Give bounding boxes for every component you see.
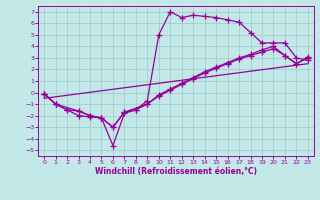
X-axis label: Windchill (Refroidissement éolien,°C): Windchill (Refroidissement éolien,°C) xyxy=(95,167,257,176)
